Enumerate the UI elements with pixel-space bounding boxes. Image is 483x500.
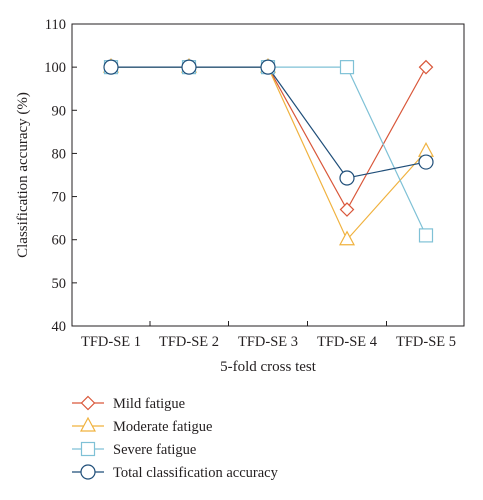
y-tick-label: 110: [45, 17, 66, 33]
legend-item: Mild fatigue: [72, 395, 185, 412]
y-axis: 40 50 60 70 80 90 100 110: [44, 17, 77, 335]
x-axis-title: 5-fold cross test: [220, 359, 317, 375]
data-point-circle: [418, 154, 434, 170]
data-point-square: [418, 228, 434, 243]
series-line-circle: [111, 66, 427, 179]
x-tick-label: TFD-SE 3: [238, 334, 298, 350]
x-tick-label: TFD-SE 1: [81, 334, 141, 350]
legend-label: Mild fatigue: [113, 396, 185, 412]
y-tick-label: 100: [44, 60, 66, 76]
legend-item: Moderate fatigue: [72, 416, 212, 435]
legend-label: Severe fatigue: [113, 442, 196, 458]
data-point-circle: [103, 59, 119, 75]
data-point-circle: [181, 59, 197, 75]
data-point-square: [339, 60, 355, 75]
y-tick-label: 50: [52, 276, 67, 292]
x-tick-label: TFD-SE 4: [317, 334, 378, 350]
legend-marker-triangle: [79, 416, 97, 432]
legend-item: Total classification accuracy: [72, 464, 279, 481]
data-point-diamond: [339, 202, 355, 217]
y-axis-title: Classification accuracy (%): [15, 92, 31, 258]
data-point-circle: [339, 170, 355, 186]
data-point-triangle: [338, 230, 356, 246]
data-point-triangle: [417, 142, 435, 157]
legend: Mild fatigue Moderate fatigue Severe fatig…: [72, 395, 279, 481]
data-point-circle: [260, 59, 276, 75]
legend-label: Total classification accuracy: [113, 465, 279, 481]
y-tick-label: 70: [52, 190, 67, 206]
y-tick-label: 60: [52, 233, 67, 249]
y-tick-label: 90: [52, 103, 67, 119]
legend-marker-circle: [80, 464, 96, 480]
series-lines: [111, 66, 427, 241]
legend-marker-diamond: [80, 395, 96, 411]
series-markers: [102, 57, 435, 246]
legend-marker-square: [80, 441, 96, 457]
data-point-diamond: [418, 59, 434, 75]
y-tick-label: 80: [52, 146, 67, 162]
x-tick-label: TFD-SE 2: [159, 334, 219, 350]
x-tick-label: TFD-SE 5: [396, 334, 456, 350]
y-tick-label: 40: [52, 319, 67, 335]
legend-item: Severe fatigue: [72, 441, 196, 458]
plot-frame: [71, 23, 465, 327]
series-line-diamond: [111, 66, 427, 211]
legend-label: Moderate fatigue: [113, 419, 212, 435]
x-axis: TFD-SE 1 TFD-SE 2 TFD-SE 3 TFD-SE 4 TFD-SE 5: [81, 321, 456, 350]
